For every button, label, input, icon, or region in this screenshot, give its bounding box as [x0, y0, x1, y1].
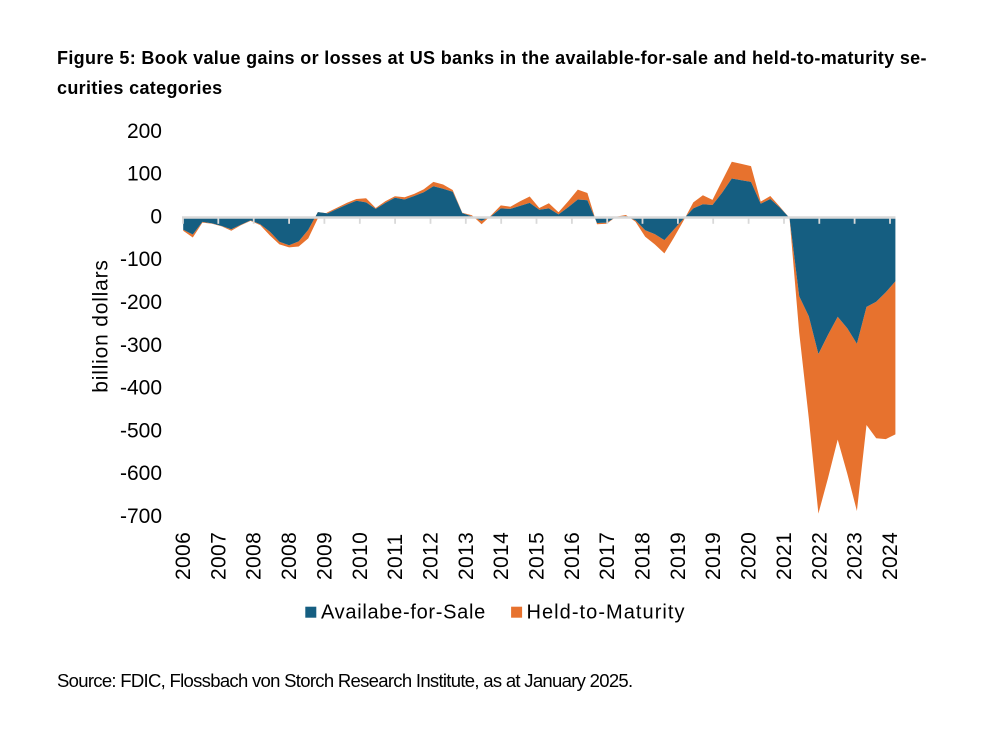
svg-text:2016: 2016: [561, 532, 584, 580]
svg-text:2009: 2009: [313, 532, 336, 580]
svg-text:2008: 2008: [243, 532, 266, 580]
svg-text:2023: 2023: [844, 532, 867, 580]
svg-text:2024: 2024: [879, 532, 902, 580]
svg-text:100: 100: [127, 163, 162, 186]
svg-text:2014: 2014: [490, 532, 513, 580]
svg-text:-300: -300: [120, 334, 162, 357]
svg-text:2019: 2019: [702, 532, 725, 580]
svg-text:2008: 2008: [278, 532, 301, 580]
svg-text:2021: 2021: [773, 532, 796, 580]
svg-text:-500: -500: [120, 419, 162, 442]
svg-text:-400: -400: [120, 377, 162, 400]
svg-text:billion dollars: billion dollars: [90, 259, 113, 392]
svg-text:2010: 2010: [349, 532, 372, 580]
svg-text:2017: 2017: [596, 532, 619, 580]
svg-text:2019: 2019: [667, 532, 690, 580]
svg-text:-200: -200: [120, 291, 162, 314]
svg-text:Held-to-Maturity: Held-to-Maturity: [527, 601, 686, 623]
svg-text:2011: 2011: [384, 533, 407, 580]
svg-text:2022: 2022: [808, 532, 831, 580]
svg-text:2015: 2015: [526, 532, 549, 580]
svg-text:Source: FDIC, Flossbach von St: Source: FDIC, Flossbach von Storch Resea…: [57, 670, 632, 691]
svg-text:Figure 5: Book value gains or: Figure 5: Book value gains or losses at …: [57, 48, 927, 68]
svg-text:curities categories: curities categories: [57, 78, 223, 98]
svg-text:Availabe-for-Sale: Availabe-for-Sale: [321, 601, 486, 623]
svg-text:2018: 2018: [632, 532, 655, 580]
svg-text:2013: 2013: [455, 532, 478, 580]
svg-text:200: 200: [127, 120, 162, 143]
svg-text:2020: 2020: [738, 532, 761, 580]
svg-text:2012: 2012: [420, 532, 443, 580]
svg-text:-600: -600: [120, 462, 162, 485]
svg-text:-700: -700: [120, 505, 162, 528]
svg-text:-100: -100: [120, 248, 162, 271]
svg-text:2007: 2007: [207, 532, 230, 580]
svg-text:2006: 2006: [172, 532, 195, 580]
svg-text:0: 0: [150, 205, 162, 228]
